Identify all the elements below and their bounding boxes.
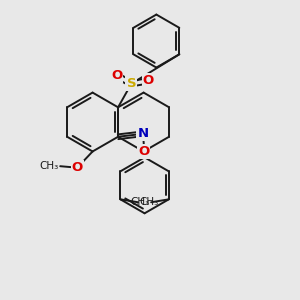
Text: CH₃: CH₃ [131,197,150,207]
Text: O: O [138,145,149,158]
Text: S: S [127,77,136,90]
Text: O: O [143,74,154,87]
Text: O: O [111,69,122,82]
Text: CH₃: CH₃ [40,161,59,171]
Text: O: O [72,161,83,174]
Text: N: N [137,127,149,140]
Text: CH₃: CH₃ [139,197,158,207]
